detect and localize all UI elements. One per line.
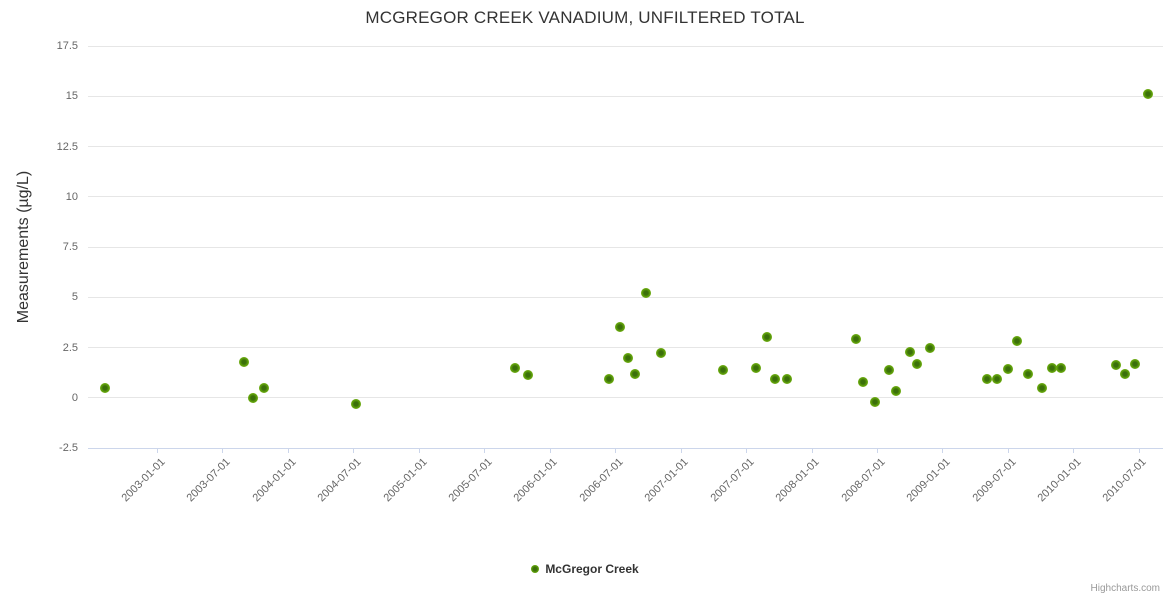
x-tick-mark — [680, 448, 682, 453]
y-gridline — [88, 95, 1163, 97]
x-tick-label: 2008-07-01 — [839, 456, 888, 505]
data-point[interactable] — [622, 352, 633, 363]
x-tick-mark — [484, 448, 486, 453]
x-tick-label: 2009-01-01 — [904, 456, 953, 505]
data-point[interactable] — [869, 396, 880, 407]
data-point[interactable] — [1111, 359, 1122, 370]
x-tick-mark — [811, 448, 813, 453]
y-gridline — [88, 246, 1163, 248]
chart-title: MCGREGOR CREEK VANADIUM, UNFILTERED TOTA… — [365, 8, 805, 27]
data-point[interactable] — [925, 342, 936, 353]
data-point[interactable] — [641, 288, 652, 299]
legend-marker-icon — [531, 565, 540, 573]
y-gridline — [88, 397, 1163, 399]
x-tick-label: 2010-01-01 — [1035, 456, 1084, 505]
x-tick-mark — [1073, 448, 1075, 453]
data-point[interactable] — [762, 332, 773, 343]
x-tick-label: 2005-01-01 — [381, 456, 430, 505]
data-point[interactable] — [891, 385, 902, 396]
data-point[interactable] — [1022, 368, 1033, 379]
x-tick-mark — [549, 448, 551, 453]
data-point[interactable] — [655, 347, 666, 358]
x-tick-label: 2004-01-01 — [250, 456, 299, 505]
y-tick-label: 12.5 — [56, 140, 78, 153]
data-point[interactable] — [1012, 336, 1023, 347]
y-gridline — [88, 347, 1163, 348]
data-point[interactable] — [1047, 362, 1058, 373]
x-tick-mark — [157, 448, 158, 453]
y-tick-label: 15 — [65, 90, 78, 103]
x-tick-mark — [942, 448, 944, 453]
data-point[interactable] — [510, 362, 521, 373]
data-point[interactable] — [912, 358, 923, 369]
y-gridline — [88, 196, 1163, 198]
y-gridline — [88, 146, 1163, 147]
x-tick-label: 2003-07-01 — [184, 456, 233, 505]
data-point[interactable] — [350, 398, 361, 409]
x-axis-line — [88, 447, 1163, 449]
data-point[interactable] — [614, 322, 625, 333]
data-point[interactable] — [851, 334, 862, 345]
legend-label: McGregor Creek — [545, 562, 639, 576]
x-tick-label: 2010-07-01 — [1100, 456, 1150, 505]
data-point[interactable] — [1002, 363, 1013, 374]
x-tick-mark — [418, 448, 420, 453]
x-tick-mark — [353, 448, 355, 453]
data-point[interactable] — [522, 369, 533, 380]
x-tick-label: 2007-01-01 — [642, 456, 692, 505]
y-tick-label: 10 — [65, 190, 78, 203]
x-tick-label: 2004-07-01 — [315, 456, 364, 505]
x-tick-mark — [615, 448, 617, 453]
x-tick-label: 2008-01-01 — [773, 456, 822, 505]
data-point[interactable] — [259, 382, 270, 393]
data-point[interactable] — [1037, 382, 1047, 393]
data-point[interactable] — [991, 373, 1002, 384]
x-tick-mark — [222, 448, 224, 453]
x-tick-label: 2009-07-01 — [970, 456, 1019, 505]
y-gridline — [88, 45, 1163, 47]
data-point[interactable] — [630, 368, 641, 379]
y-gridline — [88, 296, 1163, 298]
y-tick-label: 0 — [71, 391, 78, 404]
data-point[interactable] — [248, 392, 259, 403]
highcharts-credits-link[interactable]: Highcharts.com — [1090, 583, 1160, 594]
x-tick-label: 2005-07-01 — [446, 456, 495, 505]
data-point[interactable] — [718, 364, 729, 375]
x-tick-label: 2006-07-01 — [577, 456, 626, 505]
data-point[interactable] — [1120, 368, 1131, 379]
y-tick-label: 2.5 — [62, 341, 78, 354]
x-tick-mark — [746, 448, 748, 453]
x-tick-mark — [287, 448, 289, 453]
data-point[interactable] — [982, 373, 993, 384]
data-point[interactable] — [884, 364, 895, 375]
data-point[interactable] — [99, 382, 110, 393]
data-point[interactable] — [1130, 358, 1140, 369]
data-point[interactable] — [750, 362, 761, 373]
data-point[interactable] — [770, 373, 781, 384]
data-point[interactable] — [1055, 362, 1066, 373]
x-tick-label: 2006-01-01 — [511, 456, 561, 505]
data-point[interactable] — [1142, 89, 1153, 100]
x-tick-mark — [876, 448, 878, 453]
legend-item-mcgregor-creek[interactable]: McGregor Creek — [0, 562, 1170, 576]
y-tick-label: 17.5 — [56, 40, 78, 52]
x-tick-mark — [1007, 448, 1009, 453]
data-point[interactable] — [603, 373, 614, 384]
x-tick-label: 2007-07-01 — [708, 456, 757, 505]
y-tick-label: 7.5 — [62, 241, 78, 253]
data-point[interactable] — [781, 373, 792, 384]
data-point[interactable] — [239, 356, 250, 367]
y-tick-label: 5 — [71, 291, 78, 304]
x-tick-label: 2003-01-01 — [119, 456, 168, 505]
y-tick-label: -2.5 — [59, 442, 78, 454]
data-point[interactable] — [904, 346, 915, 357]
data-point[interactable] — [857, 376, 868, 387]
x-tick-mark — [1138, 448, 1140, 453]
